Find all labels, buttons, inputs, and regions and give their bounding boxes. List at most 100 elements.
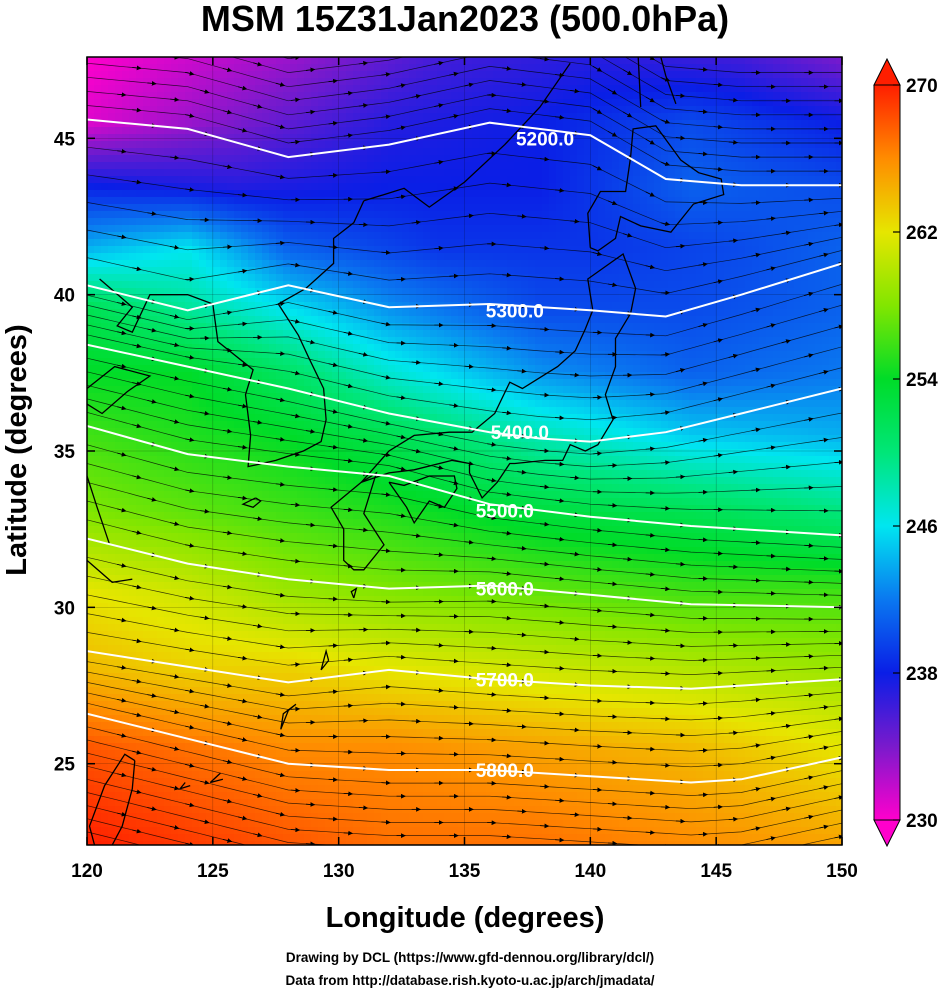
wind-arrow	[834, 915, 843, 917]
x-tick-label: 140	[574, 861, 606, 882]
wind-arrow	[675, 561, 686, 567]
wind-arrow	[117, 853, 126, 855]
wind-arrow	[237, 815, 248, 821]
wind-arrow	[343, 458, 353, 464]
wind-arrow	[222, 164, 233, 170]
wind-arrow	[487, 556, 497, 561]
wind-arrow	[169, 785, 180, 791]
wind-arrow	[608, 47, 617, 52]
wind-arrow	[517, 469, 527, 475]
wind-arrow	[434, 245, 444, 251]
wind-arrow	[449, 403, 459, 408]
wind-arrow	[570, 727, 580, 733]
wind-arrow	[169, 419, 180, 424]
wind-arrow	[359, 886, 368, 887]
wind-arrow	[305, 802, 316, 807]
wind-arrow	[358, 527, 369, 533]
wind-arrow	[464, 461, 474, 466]
wind-arrow	[728, 469, 739, 475]
wind-arrow	[434, 688, 444, 693]
wind-arrow	[185, 71, 195, 76]
height-contours: 5200.0 5300.0 5400.0 5500.0 5600.0 5700.0 5800…	[87, 118, 842, 784]
wind-arrow	[717, 844, 723, 845]
wind-arrow	[517, 632, 527, 638]
wind-arrow	[781, 464, 791, 470]
wind-arrow	[237, 698, 248, 704]
wind-arrow	[117, 698, 127, 703]
wind-arrow	[607, 130, 618, 137]
wind-arrow	[147, 497, 157, 502]
temperature-field	[87, 57, 842, 845]
wind-arrow	[185, 647, 195, 653]
wind-arrow	[147, 399, 157, 404]
contour-5400.0	[87, 343, 842, 443]
coastline-17	[209, 772, 224, 784]
wind-arrow	[306, 922, 315, 923]
wind-arrow	[275, 481, 286, 487]
wind-arrow	[117, 733, 127, 738]
wind-arrow	[252, 103, 263, 109]
wind-arrow	[117, 301, 127, 306]
wind-arrow	[253, 873, 262, 875]
wind-arrow	[237, 321, 248, 327]
wind-arrow	[381, 452, 391, 458]
wind-arrow	[517, 890, 526, 891]
contour-label: 5200.0	[516, 129, 574, 150]
y-tick-label: 25	[54, 755, 76, 776]
wind-arrow	[676, 939, 685, 940]
wind-arrow	[169, 314, 180, 319]
coastline-4	[388, 475, 458, 525]
wind-arrow	[728, 353, 739, 359]
wind-arrow	[396, 395, 406, 400]
wind-arrow	[185, 355, 195, 360]
wind-arrow	[607, 542, 618, 548]
wind-arrow	[751, 786, 761, 792]
wind-arrow	[449, 704, 459, 710]
wind-arrow	[117, 363, 127, 369]
contour-label: 5300.0	[486, 301, 544, 322]
wind-arrow	[185, 488, 195, 494]
wind-arrow	[464, 213, 474, 219]
wind-arrow	[170, 905, 179, 907]
wind-arrow	[147, 211, 157, 216]
wind-arrow	[698, 701, 708, 706]
wind-arrow	[766, 445, 776, 451]
wind-arrow	[132, 828, 142, 834]
wind-arrow	[555, 187, 565, 193]
wind-arrow	[290, 97, 301, 103]
wind-arrow	[185, 724, 195, 730]
wind-arrow	[570, 854, 579, 855]
streamline	[648, 57, 842, 73]
wind-arrow	[623, 857, 632, 858]
wind-arrow	[253, 793, 263, 798]
wind-arrow	[396, 83, 406, 88]
wind-arrow	[502, 571, 512, 576]
y-axis-ticks: 25 30 35 40 45	[54, 129, 842, 776]
wind-arrow	[328, 173, 338, 178]
wind-arrow	[729, 937, 738, 938]
wind-arrow	[607, 840, 618, 845]
wind-arrow	[200, 819, 210, 825]
wind-arrow	[222, 386, 233, 392]
wind-arrow	[237, 604, 248, 609]
wind-arrow	[305, 109, 316, 115]
wind-arrow	[169, 466, 180, 472]
wind-arrow	[675, 818, 686, 824]
wind-arrow	[411, 94, 421, 99]
wind-arrow	[237, 551, 248, 556]
wind-arrow	[434, 552, 444, 558]
wind-arrow	[117, 234, 127, 240]
wind-arrow	[751, 867, 760, 869]
wind-arrow	[819, 307, 829, 313]
wind-arrow	[751, 307, 761, 313]
wind-arrow	[222, 798, 233, 804]
wind-arrow	[675, 474, 686, 480]
wind-arrow	[782, 926, 791, 928]
wind-arrow	[539, 649, 550, 655]
wind-arrow	[539, 57, 550, 62]
wind-arrow	[767, 877, 776, 879]
wind-arrow	[200, 508, 210, 514]
wind-arrow	[169, 342, 180, 348]
wind-arrow	[397, 42, 406, 44]
